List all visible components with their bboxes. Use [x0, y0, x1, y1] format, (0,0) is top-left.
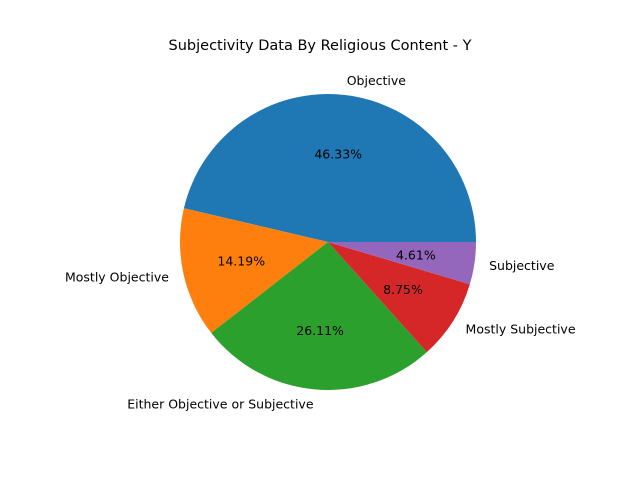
pie-percent-label: 26.11%: [296, 323, 344, 338]
pie-category-label: Either Objective or Subjective: [127, 397, 314, 412]
pie-percent-label: 4.61%: [396, 247, 436, 262]
pie-category-label: Mostly Objective: [65, 269, 169, 284]
pie-percent-labels: 46.33% 14.19% 26.11% 8.75% 4.61%: [217, 146, 435, 338]
pie-percent-label: 46.33%: [314, 146, 362, 161]
pie-percent-label: 8.75%: [383, 282, 423, 297]
pie-category-label: Mostly Subjective: [466, 322, 576, 337]
pie-slice-either-objective-or-subjective: [211, 242, 427, 390]
chart-title: Subjectivity Data By Religious Content -…: [169, 38, 472, 54]
pie-slice-mostly-subjective: [328, 242, 470, 353]
pie-slices: [180, 93, 477, 390]
pie-slice-objective: [183, 93, 477, 242]
pie-category-label: Subjective: [489, 258, 555, 273]
pie-category-label: Objective: [347, 73, 407, 88]
pie-percent-label: 14.19%: [217, 253, 265, 268]
pie-slice-subjective: [328, 242, 476, 285]
pie-slice-mostly-objective: [180, 208, 328, 333]
pie-category-labels: Objective Mostly Objective Either Objectiv…: [65, 73, 576, 412]
